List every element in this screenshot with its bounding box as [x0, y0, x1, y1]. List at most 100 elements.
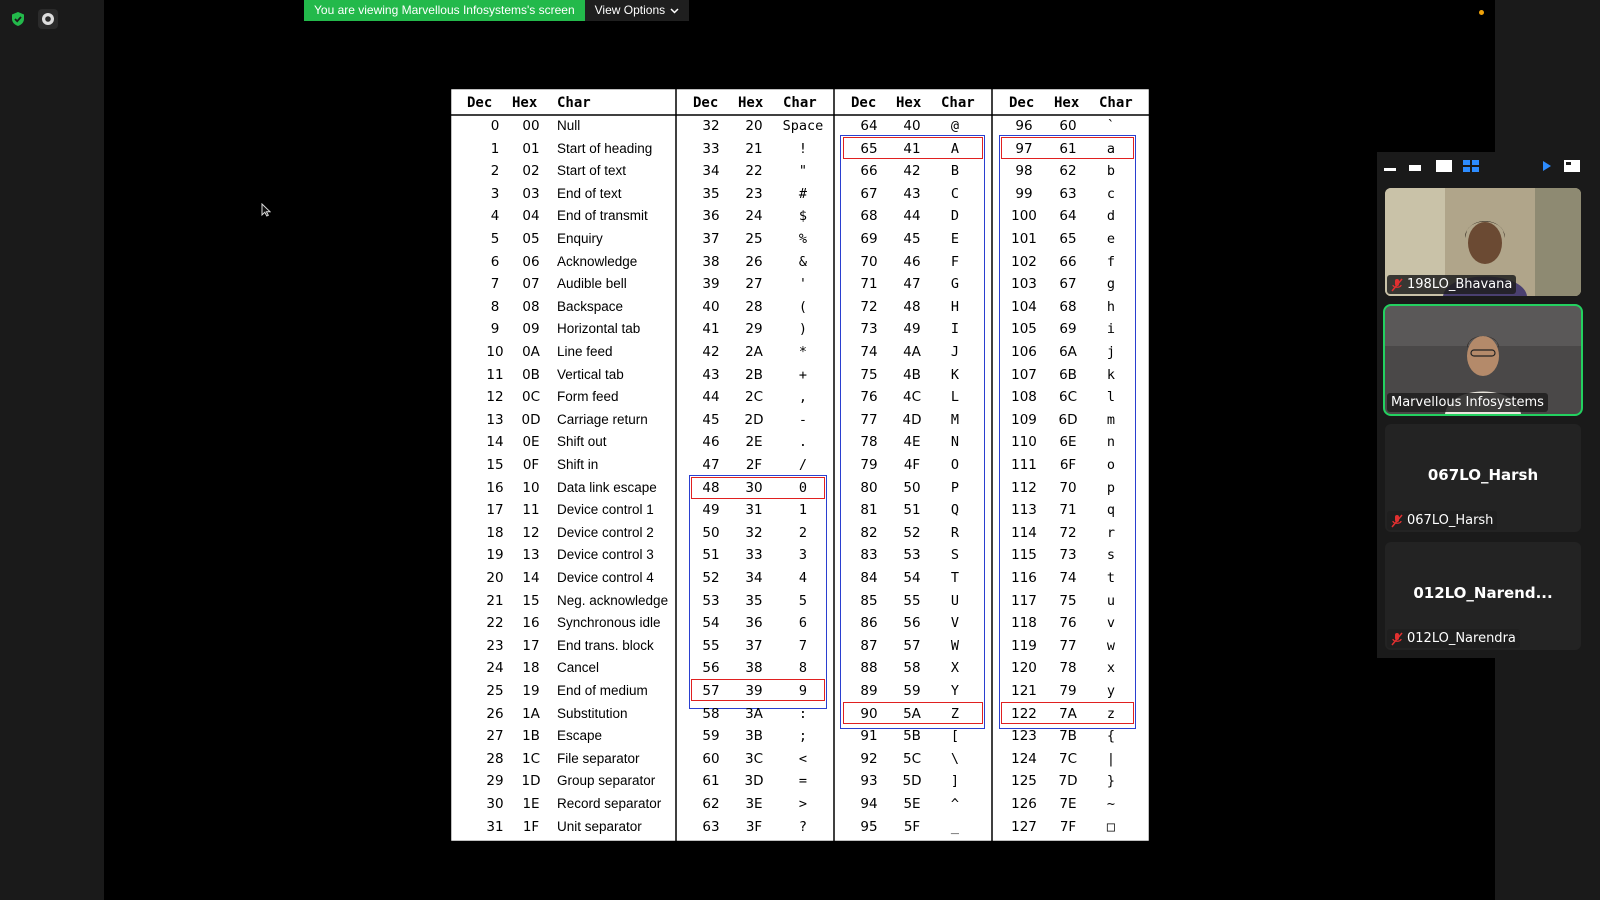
ascii-dec-cell: 110: [1011, 434, 1037, 451]
ascii-desc-cell: Data link escape: [557, 479, 657, 495]
security-shield-icon[interactable]: [8, 9, 28, 29]
pop-out-icon[interactable]: [1563, 159, 1581, 173]
ascii-hex-cell: 3C: [744, 750, 763, 767]
ascii-hex-cell: 5F: [903, 818, 921, 835]
ascii-hex-cell: 5E: [903, 796, 921, 812]
participant-tile-marvellous[interactable]: Marvellous Infosystems: [1383, 304, 1583, 416]
ascii-dec-cell: 85: [860, 592, 878, 609]
ascii-char-cell: |: [1106, 750, 1116, 767]
ascii-desc-cell: Device control 3: [557, 547, 654, 563]
ascii-hex-cell: 25: [745, 231, 763, 247]
participant-panel: 198LO_Bhavana Marvellous Infosystems 067…: [1377, 152, 1589, 658]
mic-muted-icon: [1391, 278, 1403, 291]
participant-tile-narendra[interactable]: 012LO_Narend... 012LO_Narendra: [1385, 542, 1581, 650]
ascii-dec-cell: 40: [702, 298, 720, 315]
highlight-row-upper-a: [843, 137, 983, 159]
ascii-hex-cell: 43: [903, 185, 921, 202]
ascii-hex-cell: 67: [1059, 276, 1077, 293]
ascii-dec-cell: 101: [1011, 231, 1037, 247]
ascii-hex-cell: 52: [903, 524, 921, 541]
ascii-char-cell: Y: [950, 683, 960, 699]
ascii-desc-cell: Start of text: [557, 163, 627, 179]
ascii-hex-cell: 4C: [902, 389, 921, 406]
ascii-desc-cell: Device control 2: [557, 524, 654, 540]
ascii-desc-cell: Null: [557, 118, 581, 133]
ascii-dec-cell: 76: [860, 389, 878, 406]
ascii-hex-cell: 1F: [522, 818, 540, 835]
ascii-dec-cell: 57: [702, 683, 720, 699]
ascii-hex-cell: 09: [522, 321, 540, 338]
ascii-dec-cell: 22: [486, 615, 504, 632]
ascii-dec-cell: 48: [702, 479, 720, 496]
highlight-row-upper-z: [843, 702, 983, 724]
ascii-dec-cell: 113: [1011, 502, 1037, 519]
ascii-hex-cell: 7F: [1059, 818, 1077, 835]
ascii-dec-cell: 63: [702, 818, 720, 835]
ascii-char-cell: \: [950, 750, 960, 767]
ascii-char-cell: &: [798, 253, 808, 270]
ascii-dec-cell: 88: [860, 660, 878, 677]
ascii-dec-cell: 24: [486, 660, 504, 677]
ascii-dec-cell: 38: [702, 253, 720, 270]
ascii-char-cell: 4: [798, 570, 808, 586]
speaker-view-icon[interactable]: [1407, 159, 1423, 173]
ascii-hex-cell: 20: [745, 118, 763, 134]
ascii-char-cell: =: [798, 773, 808, 790]
ascii-dec-cell: 23: [486, 637, 504, 654]
participant-display-name: 012LO_Narend...: [1413, 584, 1553, 602]
ascii-dec-cell: 102: [1011, 253, 1037, 270]
ascii-hex-cell: 00: [522, 118, 540, 134]
ascii-dec-cell: 14: [486, 434, 504, 451]
ascii-hex-cell: 64: [1059, 208, 1077, 225]
minimize-icon[interactable]: [1383, 159, 1397, 173]
ascii-char-cell: 9: [798, 683, 808, 699]
ascii-dec-cell: 44: [702, 389, 720, 406]
gallery-single-icon[interactable]: [1435, 159, 1453, 173]
ascii-dec-cell: 5: [490, 231, 500, 247]
ascii-dec-cell: 92: [860, 750, 878, 767]
ascii-hex-cell: 4F: [903, 457, 921, 473]
ascii-char-cell: G: [950, 276, 960, 293]
ascii-hex-cell: 1B: [522, 728, 540, 745]
ascii-hex-cell: 16: [522, 615, 540, 632]
ascii-char-cell: j: [1106, 344, 1116, 360]
ascii-hex-cell: 4E: [903, 434, 921, 451]
ascii-char-cell: ): [798, 321, 808, 338]
ascii-dec-cell: 70: [860, 253, 878, 270]
ascii-char-cell: t: [1106, 570, 1116, 586]
ascii-hex-cell: 11: [522, 502, 540, 519]
header-char: Char: [783, 95, 817, 111]
ascii-hex-cell: 26: [745, 253, 763, 270]
participant-tile-harsh[interactable]: 067LO_Harsh 067LO_Harsh: [1385, 424, 1581, 532]
ascii-hex-cell: 2C: [744, 389, 763, 406]
ascii-char-cell: +: [798, 366, 808, 383]
ascii-desc-cell: Record separator: [557, 796, 662, 811]
ascii-hex-cell: 50: [903, 479, 921, 496]
ascii-char-cell: 2: [798, 524, 808, 541]
ascii-hex-cell: 14: [522, 570, 540, 586]
ascii-dec-cell: 82: [860, 524, 878, 541]
ascii-desc-cell: End of text: [557, 185, 622, 201]
ascii-dec-cell: 29: [486, 773, 504, 790]
ascii-hex-cell: 7A: [1059, 705, 1077, 722]
ascii-char-cell: M: [950, 411, 960, 428]
ascii-hex-cell: 68: [1059, 298, 1077, 315]
ascii-dec-cell: 115: [1011, 547, 1037, 564]
participant-tile-bhavana[interactable]: 198LO_Bhavana: [1385, 188, 1581, 296]
ascii-dec-cell: 59: [702, 728, 720, 745]
ascii-char-cell: ^: [950, 796, 960, 812]
ascii-char-cell: $: [798, 208, 808, 225]
record-icon[interactable]: [38, 9, 58, 29]
ascii-dec-cell: 126: [1011, 796, 1037, 812]
ascii-dec-cell: 94: [860, 796, 878, 812]
ascii-dec-cell: 26: [486, 705, 504, 722]
gallery-grid-icon[interactable]: [1462, 159, 1480, 173]
participant-name-tag: Marvellous Infosystems: [1387, 393, 1548, 412]
ascii-hex-cell: 3E: [745, 796, 763, 812]
play-arrow-icon[interactable]: [1541, 159, 1553, 173]
view-options-button[interactable]: View Options: [584, 0, 690, 21]
ascii-dec-cell: 71: [860, 276, 878, 293]
ascii-dec-cell: 45: [702, 411, 720, 428]
ascii-dec-cell: 100: [1011, 208, 1037, 225]
ascii-dec-cell: 15: [486, 457, 504, 473]
